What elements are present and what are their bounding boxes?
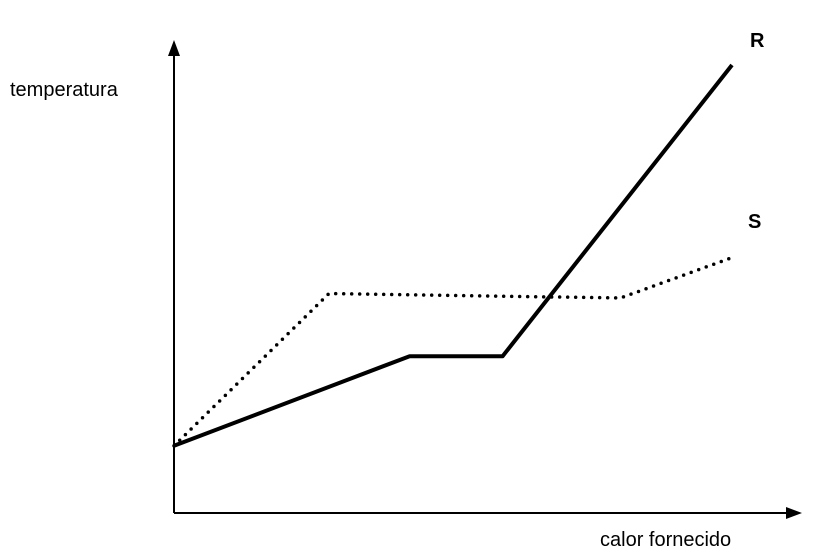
series-label-s: S (748, 211, 761, 233)
x-axis-arrow (786, 507, 802, 519)
y-axis-arrow (168, 40, 180, 56)
axes (168, 40, 802, 519)
series-label-r: R (750, 30, 765, 52)
y-axis-label: temperatura (10, 79, 119, 101)
series-line-r (173, 63, 734, 448)
series-layer (172, 63, 734, 448)
x-axis-label: calor fornecido (600, 529, 731, 551)
series-line-s (172, 255, 734, 448)
